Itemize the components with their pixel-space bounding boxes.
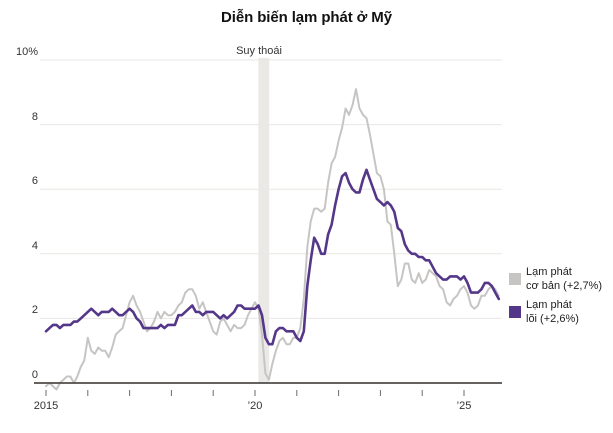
legend-label-headline: Lạm phát cơ bản (+2,7%) <box>526 265 602 293</box>
headline-series-swatch <box>509 273 521 285</box>
y-axis-label-4: 4 <box>31 239 38 252</box>
core-series-swatch <box>509 306 521 318</box>
y-axis-label-0: 0 <box>31 369 38 381</box>
y-axis-label-6: 6 <box>31 175 38 188</box>
recession-band <box>258 58 270 383</box>
legend-item-headline: Lạm phát cơ bản (+2,7%) <box>509 265 611 293</box>
y-axis-label-8: 8 <box>31 110 38 123</box>
recession-annotation: Suy thoái <box>236 45 282 57</box>
legend-item-core: Lạm phát lõi (+2,6%) <box>509 298 611 326</box>
legend-headline-line2: cơ bản (+2,7%) <box>526 280 603 292</box>
y-axis-label-10pct: 10% <box>15 46 38 58</box>
headline-inflation-line <box>45 88 500 391</box>
x-axis-label-25: ’25 <box>456 400 472 412</box>
legend-headline-line1: Lạm phát <box>526 266 572 278</box>
x-axis-label-2015: 2015 <box>33 400 59 412</box>
x-axis-label-20: ’20 <box>247 400 263 412</box>
chart-legend: Lạm phát cơ bản (+2,7%) Lạm phát lõi (+2… <box>509 265 611 331</box>
legend-core-line1: Lạm phát <box>526 299 572 311</box>
y-axis-label-2: 2 <box>31 304 38 317</box>
legend-core-line2: lõi (+2,6%) <box>526 313 579 325</box>
core-inflation-line <box>44 168 501 346</box>
chart-title: Diễn biến lạm phát ở Mỹ <box>221 9 392 26</box>
legend-label-core: Lạm phát lõi (+2,6%) <box>526 298 579 326</box>
